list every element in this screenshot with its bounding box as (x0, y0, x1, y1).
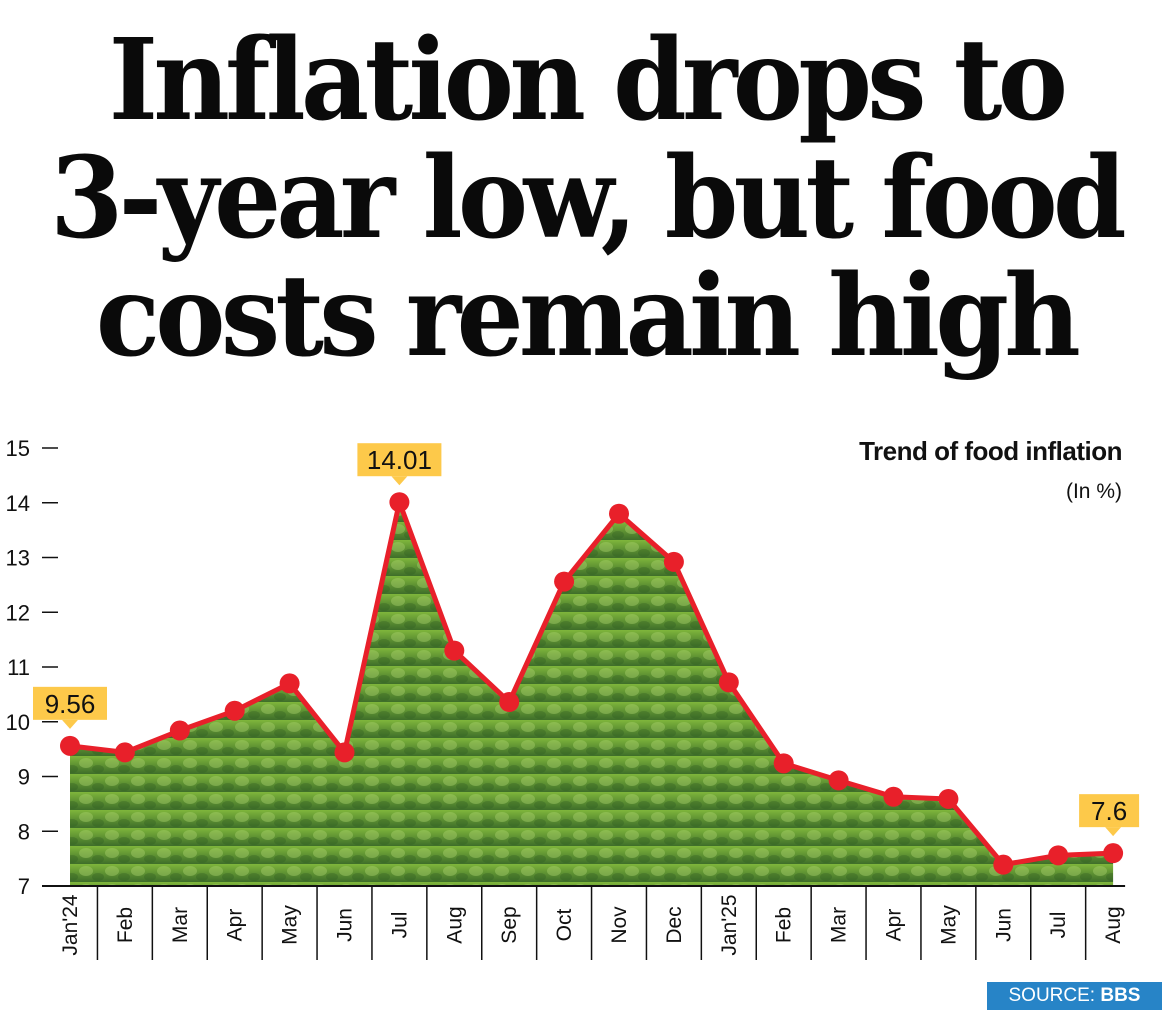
headline-line-3: costs remain high (95, 251, 1081, 382)
x-tick-label: Mar (169, 907, 192, 943)
y-tick-label: 14 (6, 491, 30, 516)
x-tick-label: Aug (443, 906, 466, 943)
x-tick-label: Feb (114, 907, 137, 943)
x-tick-label: May (279, 905, 302, 945)
data-point (609, 503, 629, 524)
y-tick-label: 13 (6, 546, 30, 571)
data-point (279, 673, 300, 694)
callout-label: 14.01 (367, 445, 432, 475)
callout-pointer (391, 476, 408, 486)
callout-pointer (1105, 827, 1122, 837)
data-point (60, 735, 80, 756)
x-tick-label: Jan'25 (718, 894, 741, 955)
y-tick-label: 10 (6, 710, 30, 735)
y-tick-label: 7 (18, 874, 30, 899)
source-prefix: SOURCE: (1008, 985, 1101, 1006)
data-point (1103, 843, 1124, 864)
line-layer (60, 492, 1124, 875)
callout-layer: 9.56 14.01 7.6 (33, 443, 1140, 837)
data-point (883, 786, 904, 807)
data-point (938, 788, 959, 809)
area-layer (70, 502, 1114, 886)
headline-line-2: 3-year low, but food (50, 133, 1126, 264)
x-tick-label: Dec (663, 906, 686, 943)
data-point (114, 742, 135, 763)
data-point (718, 672, 739, 693)
data-point (663, 551, 684, 572)
data-point (389, 492, 410, 513)
x-tick-label: Feb (773, 907, 796, 943)
callout-label: 7.6 (1091, 796, 1127, 826)
x-tick-label: Apr (224, 909, 247, 942)
data-point (169, 720, 190, 741)
chart-unit: (In %) (1065, 480, 1122, 503)
data-point (499, 692, 520, 713)
x-tick-label: Jun (992, 908, 1015, 942)
x-tick-label: Jul (388, 912, 411, 939)
x-tick-label: Mar (828, 907, 851, 943)
x-tick-label: Aug (1102, 906, 1125, 943)
y-tick-label: 8 (18, 819, 30, 844)
x-tick-label: May (937, 905, 960, 945)
x-tick-label: Jul (1047, 912, 1070, 939)
callout-box (357, 443, 442, 477)
x-tick-label: Oct (553, 909, 576, 942)
data-point (334, 742, 355, 763)
x-tick-label: Sep (498, 906, 521, 943)
x-tick-label: Jan'24 (59, 894, 82, 956)
y-tick-label: 9 (18, 765, 30, 790)
headline: Inflation drops to 3-year low, but food … (35, 22, 1137, 376)
y-tick-label: 11 (7, 655, 30, 680)
data-point (224, 700, 245, 721)
callout: 14.01 (357, 443, 442, 486)
data-point (993, 854, 1014, 875)
callout-pointer (62, 719, 78, 729)
y-tick-label: 15 (6, 436, 30, 461)
data-point (444, 640, 465, 661)
data-point (554, 571, 575, 592)
x-tick-label: Nov (608, 906, 631, 944)
data-point (1048, 845, 1069, 866)
callout-box (1079, 794, 1140, 828)
chart-title: Trend of food inflation (859, 436, 1122, 466)
data-point (828, 770, 849, 791)
area-fill (70, 502, 1114, 886)
headline-line-1: Inflation drops to (108, 15, 1068, 146)
source-name: BBS (1100, 985, 1141, 1006)
data-point (773, 753, 794, 774)
callout: 9.56 (33, 686, 107, 729)
x-tick-label: Jun (334, 908, 357, 942)
callout-label: 9.56 (45, 689, 96, 719)
axis-layer: 7 8 9 10 11 12 13 14 15 Jan'24 Feb Mar Apr May Jun Jul A… (6, 436, 1126, 960)
y-tick-label: 12 (6, 600, 30, 625)
source-badge: SOURCE: BBS (987, 982, 1162, 1010)
x-tick-label: Apr (883, 909, 906, 942)
callout: 7.6 (1079, 794, 1140, 837)
callout-box (33, 686, 107, 720)
